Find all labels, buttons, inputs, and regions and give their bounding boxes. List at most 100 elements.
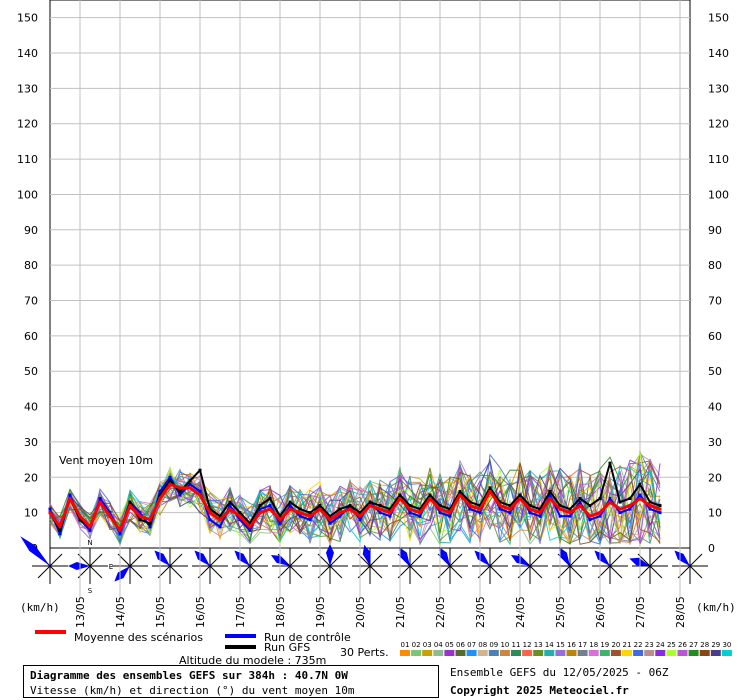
series-point-2 [428, 493, 432, 497]
series-point-2 [618, 500, 622, 504]
series-point-0 [258, 511, 262, 515]
rose-wedge [154, 550, 170, 566]
x-tick-label: 21/05 [394, 596, 407, 628]
series-point-0 [118, 528, 122, 532]
series-point-1 [408, 511, 412, 515]
series-point-0 [158, 497, 162, 501]
x-tick-label: 19/05 [314, 596, 327, 628]
series-point-1 [208, 518, 212, 522]
x-tick-label: 23/05 [474, 596, 487, 628]
pert-number: 02 [412, 641, 421, 649]
series-point-2 [238, 511, 242, 515]
series-point-1 [218, 525, 222, 529]
pert-swatch [699, 650, 710, 656]
pert-number: 03 [423, 641, 432, 649]
y-tick-label-left: 100 [17, 188, 38, 201]
series-point-0 [518, 497, 522, 501]
series-point-0 [528, 507, 532, 511]
rose-label-e: E [109, 563, 113, 571]
legend-mean-label: Moyenne des scénarios [74, 631, 203, 644]
rose-wedge [114, 566, 130, 582]
series-point-0 [588, 514, 592, 518]
series-point-2 [158, 493, 162, 497]
wind-rose [510, 548, 548, 584]
series-point-2 [438, 504, 442, 508]
pert-number: 06 [456, 641, 465, 649]
x-tick-label: 25/05 [554, 596, 567, 628]
series-point-2 [448, 507, 452, 511]
pert-swatch [633, 650, 644, 656]
series-point-1 [48, 507, 52, 511]
pert-swatch [411, 650, 422, 656]
pert-swatch [710, 650, 721, 656]
series-point-2 [338, 507, 342, 511]
series-point-1 [578, 500, 582, 504]
perturbations-label: 30 Perts. [340, 646, 389, 659]
series-point-2 [518, 493, 522, 497]
series-point-1 [658, 511, 662, 515]
series-point-2 [648, 500, 652, 504]
pert-number: 11 [512, 641, 521, 649]
y-tick-label-right: 100 [708, 188, 729, 201]
series-point-0 [48, 511, 52, 515]
pert-number: 30 [722, 641, 731, 649]
series-point-2 [418, 507, 422, 511]
wind-roses: N S E [20, 536, 708, 595]
series-point-1 [178, 493, 182, 497]
pert-number: 24 [656, 641, 665, 649]
series-point-0 [68, 497, 72, 501]
series-point-2 [58, 528, 62, 532]
pert-number: 05 [445, 641, 454, 649]
series-point-2 [478, 504, 482, 508]
series-point-2 [558, 504, 562, 508]
series-point-0 [618, 507, 622, 511]
series-point-2 [168, 479, 172, 483]
pert-swatch [455, 650, 466, 656]
series-point-1 [308, 518, 312, 522]
y-tick-label-left: 10 [24, 507, 38, 520]
y-tick-label-right: 110 [708, 153, 729, 166]
series-point-1 [648, 507, 652, 511]
series-point-1 [338, 514, 342, 518]
series-point-1 [298, 514, 302, 518]
series-point-0 [348, 507, 352, 511]
series-point-2 [308, 511, 312, 515]
pert-swatch [511, 650, 521, 656]
pert-swatch [544, 650, 555, 656]
series-point-2 [138, 518, 142, 522]
x-tick-label: 13/05 [74, 596, 87, 628]
series-point-0 [78, 514, 82, 518]
series-point-2 [198, 468, 202, 472]
series-point-2 [398, 493, 402, 497]
pert-number: 28 [700, 641, 709, 649]
series-point-1 [168, 475, 172, 479]
wind-rose [192, 548, 228, 584]
y-axis-ticks: 0010102020303040405050606070708080909010… [17, 12, 729, 555]
series-point-2 [508, 504, 512, 508]
y-unit-left: (km/h) [20, 601, 60, 614]
series-point-2 [178, 489, 182, 493]
series-point-0 [88, 525, 92, 529]
series-point-0 [498, 504, 502, 508]
series-point-2 [538, 507, 542, 511]
series-point-0 [388, 511, 392, 515]
altitude-label: Altitude du modele : 735m [179, 654, 327, 667]
series-point-1 [468, 507, 472, 511]
series-point-1 [88, 528, 92, 532]
rose-wedge [559, 546, 570, 566]
wind-rose [672, 548, 708, 584]
y-tick-label-left: 50 [24, 365, 38, 378]
series-point-2 [468, 500, 472, 504]
pert-number: 17 [578, 641, 587, 649]
info-subtitle: Vitesse (km/h) et direction (°) du vent … [30, 684, 355, 697]
series-point-0 [128, 504, 132, 508]
x-tick-label: 15/05 [154, 596, 167, 628]
series-point-0 [58, 525, 62, 529]
x-tick-label: 27/05 [634, 596, 647, 628]
pert-number: 29 [711, 641, 720, 649]
pert-swatch [622, 650, 632, 656]
pert-swatch [588, 650, 599, 656]
y-tick-label-right: 20 [708, 471, 722, 484]
series-point-1 [138, 511, 142, 515]
